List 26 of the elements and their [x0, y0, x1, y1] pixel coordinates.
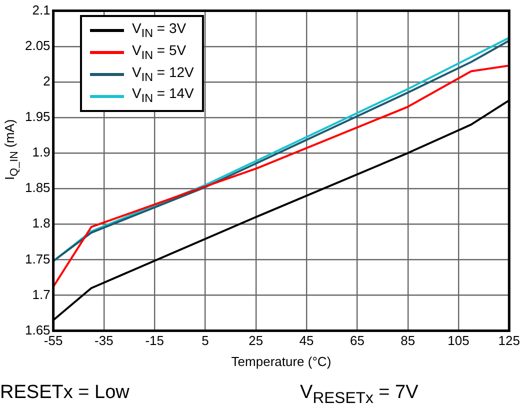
- x-tick-label: 25: [248, 333, 264, 348]
- x-tick-label: -15: [145, 333, 164, 348]
- y-tick-label: 2.05: [24, 38, 50, 53]
- y-tick-label: 2: [43, 73, 50, 88]
- x-tick-label: 65: [350, 333, 364, 348]
- x-tick-label: 85: [400, 333, 416, 348]
- x-axis-title: Temperature (°C): [231, 354, 332, 369]
- legend-label: V$_{IN}$ = 3V: [132, 20, 186, 42]
- x-tick-label: 105: [448, 333, 470, 348]
- y-tick-label: 1.65: [24, 322, 50, 338]
- y-tick-label: 1.9: [32, 144, 50, 160]
- x-tick-label: 45: [299, 333, 314, 348]
- text: V$_{RESETx}$ = 7V: [300, 382, 418, 408]
- y-tick-label: 1.95: [24, 109, 50, 124]
- x-tick-label: -35: [94, 333, 114, 348]
- x-tick-label: 5: [202, 333, 209, 348]
- y-tick-label: 1.85: [24, 180, 50, 196]
- y-tick-label: 1.7: [32, 286, 50, 302]
- y-tick-label: 2.1: [32, 2, 50, 18]
- y-tick-label: 1.75: [24, 251, 50, 266]
- legend-label: V$_{IN}$ = 5V: [132, 42, 186, 64]
- legend-label: V$_{IN}$ = 14V: [132, 85, 194, 108]
- x-tick-label: 125: [498, 333, 520, 348]
- text: RESETx = Low: [0, 382, 130, 404]
- y-tick-label: 1.8: [32, 216, 50, 231]
- legend-label: V$_{IN}$ = 12V: [132, 64, 194, 86]
